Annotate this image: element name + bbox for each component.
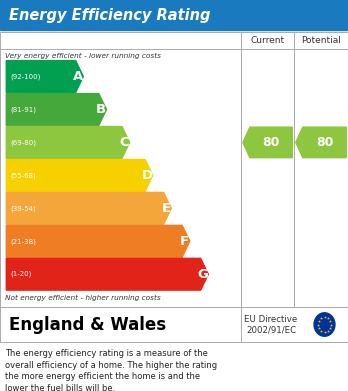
Bar [0, 32, 348, 307]
Polygon shape [6, 93, 106, 126]
Polygon shape [6, 127, 129, 158]
Text: Very energy efficient - lower running costs: Very energy efficient - lower running co… [5, 53, 161, 59]
Text: EU Directive
2002/91/EC: EU Directive 2002/91/EC [244, 315, 298, 334]
Text: England & Wales: England & Wales [9, 316, 166, 334]
Text: (21-38): (21-38) [10, 238, 36, 244]
Text: G: G [198, 268, 208, 281]
Text: B: B [96, 103, 106, 116]
Polygon shape [6, 61, 83, 92]
Text: (1-20): (1-20) [10, 271, 32, 278]
Text: Energy Efficiency Rating: Energy Efficiency Rating [9, 7, 210, 23]
Text: (69-80): (69-80) [10, 139, 37, 146]
Text: C: C [119, 136, 129, 149]
Polygon shape [6, 192, 171, 224]
Text: (55-68): (55-68) [10, 172, 36, 179]
Text: Current: Current [251, 36, 285, 45]
Circle shape [314, 313, 335, 336]
Text: D: D [142, 169, 153, 182]
Text: The energy efficiency rating is a measure of the
overall efficiency of a home. T: The energy efficiency rating is a measur… [5, 349, 218, 391]
Text: (39-54): (39-54) [10, 205, 36, 212]
Polygon shape [6, 225, 190, 257]
Polygon shape [6, 258, 208, 290]
Text: A: A [73, 70, 83, 83]
Text: Potential: Potential [301, 36, 341, 45]
Text: E: E [161, 202, 171, 215]
Text: Not energy efficient - higher running costs: Not energy efficient - higher running co… [5, 294, 161, 301]
Polygon shape [243, 127, 292, 158]
Text: 80: 80 [262, 136, 280, 149]
Bar [0, 0, 348, 30]
Text: (92-100): (92-100) [10, 73, 41, 80]
Text: 80: 80 [316, 136, 333, 149]
Text: F: F [180, 235, 189, 248]
Polygon shape [6, 160, 153, 191]
Bar [0, 307, 348, 342]
Polygon shape [296, 127, 346, 158]
Text: (81-91): (81-91) [10, 106, 37, 113]
